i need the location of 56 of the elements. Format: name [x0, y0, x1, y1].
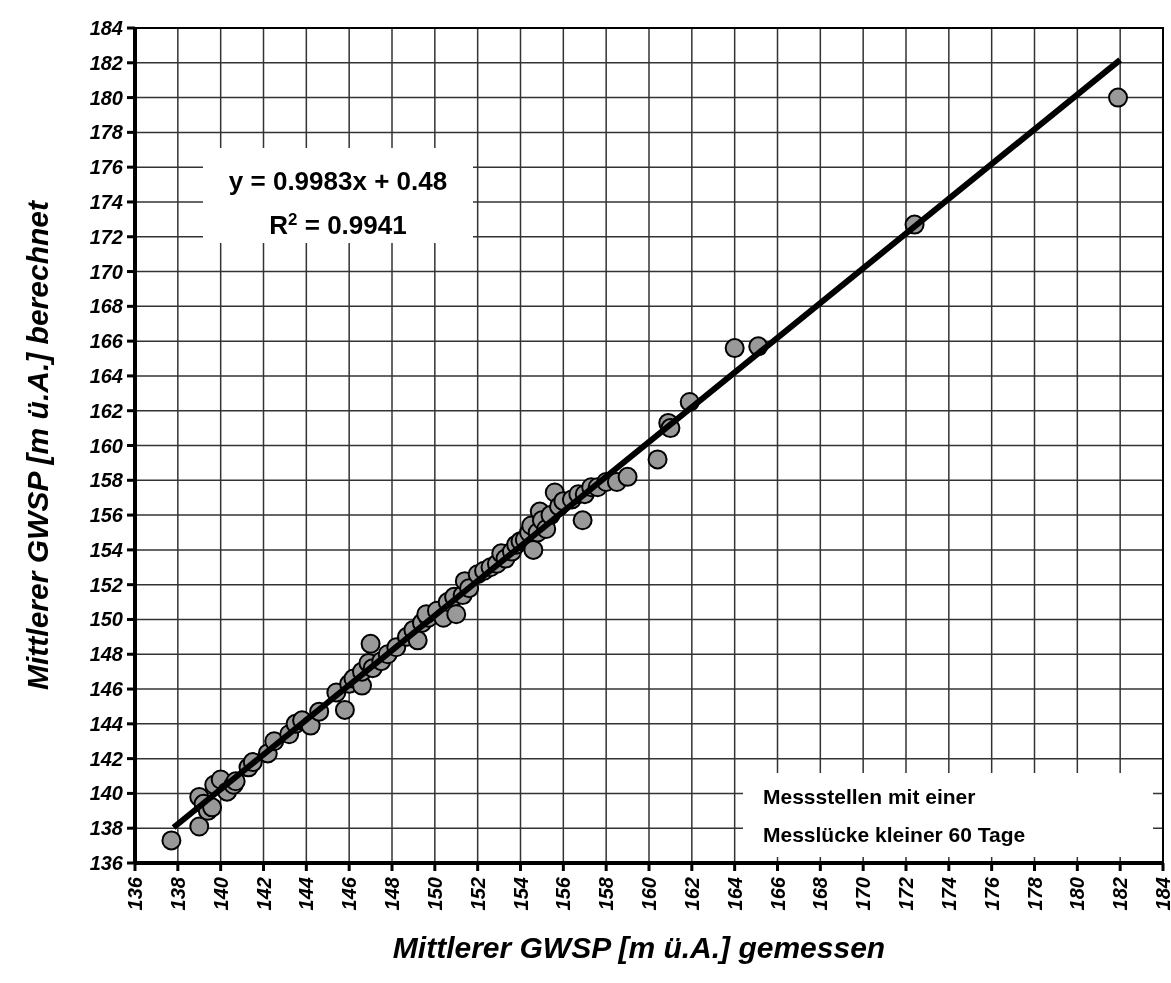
- y-tick-label: 174: [89, 190, 123, 213]
- y-tick-label: 152: [89, 573, 123, 596]
- x-tick-label: 154: [509, 877, 532, 911]
- x-tick-label: 164: [723, 877, 746, 911]
- y-tick-label: 166: [89, 330, 124, 353]
- y-tick-label: 160: [89, 434, 123, 457]
- x-tick-label: 138: [166, 876, 189, 911]
- y-tick-label: 148: [89, 643, 124, 666]
- x-tick-label: 162: [680, 877, 703, 911]
- y-tick-label: 168: [89, 295, 124, 318]
- x-tick-label: 146: [338, 876, 361, 911]
- x-tick-label: 172: [895, 877, 917, 911]
- y-tick-label: 158: [89, 469, 124, 492]
- x-tick-label: 148: [381, 876, 403, 911]
- y-tick-label: 150: [89, 608, 123, 631]
- x-tick-label: 160: [638, 877, 660, 911]
- x-tick-label: 142: [252, 877, 275, 911]
- x-tick-label: 168: [809, 876, 832, 911]
- y-tick-label: 140: [89, 782, 123, 805]
- y-tick-label: 156: [89, 504, 124, 527]
- x-tick-label: 166: [766, 876, 789, 911]
- y-tick-label: 162: [89, 399, 123, 422]
- y-tick-label: 164: [89, 364, 123, 387]
- annotation: Messstellen mit einer: [763, 785, 976, 808]
- annotation: y = 0.9983x + 0.48: [228, 166, 448, 196]
- x-tick-label: 140: [209, 877, 232, 911]
- x-tick-label: 170: [852, 877, 875, 911]
- y-tick-label: 154: [89, 538, 123, 561]
- annotation: Messlücke kleiner 60 Tage: [763, 823, 1026, 846]
- y-tick-label: 136: [89, 852, 124, 874]
- x-tick-label: 152: [466, 877, 489, 911]
- y-axis-title: Mittlerer GWSP [m ü.A.] berechnet: [21, 199, 54, 690]
- x-tick-label: 150: [423, 877, 446, 911]
- x-tick-label: 144: [295, 877, 318, 911]
- x-tick-label: 174: [937, 877, 960, 911]
- x-tick-label: 182: [1109, 877, 1132, 911]
- y-tick-label: 182: [89, 51, 123, 74]
- y-tick-label: 184: [89, 17, 123, 39]
- x-tick-label: 180: [1066, 877, 1089, 911]
- y-tick-label: 176: [89, 156, 124, 179]
- x-axis-title: Mittlerer GWSP [m ü.A.] gemessen: [392, 931, 886, 964]
- y-tick-label: 146: [89, 678, 124, 701]
- x-tick-label: 156: [552, 876, 575, 911]
- y-tick-label: 142: [89, 747, 123, 770]
- y-tick-label: 178: [89, 121, 124, 144]
- x-tick-label: 184: [1152, 877, 1171, 911]
- y-tick-label: 144: [89, 712, 123, 735]
- annotation: R$^{2}$ = 0.9941: [269, 209, 407, 240]
- y-tick-label: 180: [89, 86, 123, 109]
- y-tick-label: 172: [89, 225, 123, 248]
- y-tick-label: 170: [89, 260, 123, 283]
- x-tick-label: 176: [980, 876, 1003, 911]
- x-tick-label: 178: [1023, 876, 1046, 911]
- x-tick-label: 136: [124, 876, 146, 911]
- x-tick-label: 158: [595, 876, 618, 911]
- y-tick-label: 138: [89, 817, 124, 840]
